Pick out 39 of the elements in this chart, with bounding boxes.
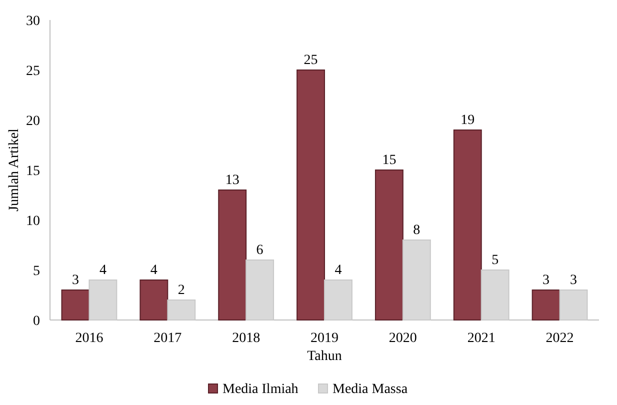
- bar: [532, 290, 560, 320]
- data-label: 8: [413, 223, 420, 238]
- data-label: 6: [256, 243, 264, 258]
- data-label: 4: [99, 263, 106, 278]
- x-tick-label: 2020: [388, 331, 417, 346]
- y-tick-label: 30: [26, 14, 40, 29]
- data-label: 5: [492, 253, 499, 268]
- data-label: 2: [178, 283, 185, 298]
- x-axis-title: Tahun: [307, 349, 342, 364]
- y-tick-label: 0: [33, 314, 40, 329]
- data-label: 25: [304, 53, 318, 68]
- bar: [296, 70, 325, 320]
- y-tick-label: 10: [26, 214, 40, 229]
- bar: [374, 170, 404, 320]
- x-tick-label: 2021: [467, 331, 496, 346]
- y-tick-label: 20: [26, 114, 40, 129]
- x-tick-label: 2018: [232, 331, 260, 346]
- data-label: 3: [72, 273, 79, 288]
- bar: [453, 130, 482, 320]
- data-label: 4: [334, 263, 342, 278]
- data-label: 15: [382, 153, 396, 168]
- x-tick-label: 2017: [154, 331, 182, 346]
- y-tick-label: 25: [26, 64, 40, 79]
- data-label: 3: [570, 273, 578, 288]
- x-tick-label: 2019: [310, 331, 338, 346]
- y-tick-label: 5: [33, 264, 40, 279]
- bar: [218, 190, 247, 320]
- data-label: 3: [542, 273, 550, 288]
- legend-label: Media Ilmiah: [222, 382, 298, 397]
- legend-label: Media Massa: [332, 382, 408, 397]
- data-label: 4: [150, 263, 158, 278]
- bar: [61, 290, 90, 320]
- y-axis-title: Jumlah Artikel: [7, 128, 22, 212]
- y-tick-label: 15: [26, 164, 40, 179]
- data-label: 13: [225, 173, 240, 188]
- bar: [140, 280, 168, 320]
- x-tick-label: 2022: [546, 331, 574, 346]
- data-label: 19: [460, 113, 475, 128]
- x-tick-label: 2016: [75, 331, 104, 346]
